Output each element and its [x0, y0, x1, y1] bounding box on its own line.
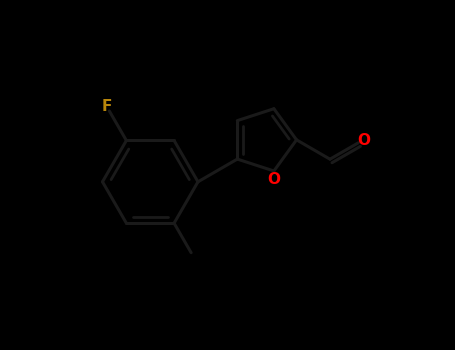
Text: O: O — [357, 133, 370, 148]
Text: F: F — [102, 99, 112, 114]
Text: O: O — [268, 172, 280, 187]
